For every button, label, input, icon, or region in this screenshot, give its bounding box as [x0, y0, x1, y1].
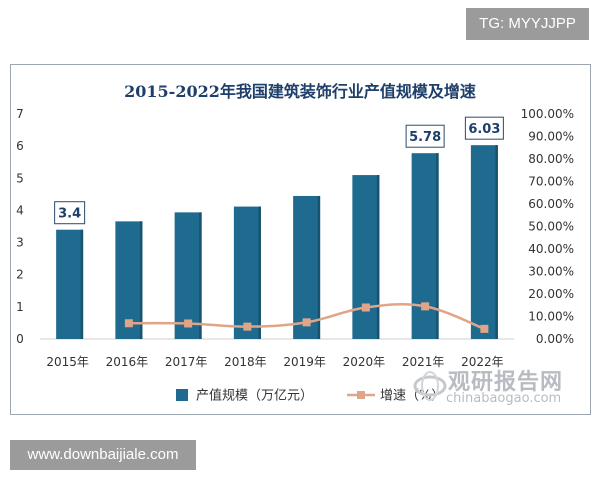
right-axis-tick-label: 90.00%	[528, 130, 574, 144]
x-axis-ticks: 2015年 2016年 2017年 2018年 2019年 2020年 2021年 2022年	[46, 355, 503, 369]
x-axis-tick-label: 2021年	[402, 355, 445, 369]
left-axis-tick-label: 6	[16, 139, 24, 153]
left-axis-tick-label: 7	[16, 107, 24, 121]
x-axis-tick-label: 2015年	[46, 355, 89, 369]
x-axis-tick-label: 2018年	[224, 355, 267, 369]
watermark: 观研报告网 chinabaogao.com	[412, 364, 572, 410]
right-axis-tick-label: 40.00%	[528, 242, 574, 256]
left-axis-tick-label: 2	[16, 268, 24, 282]
line-point	[124, 319, 133, 328]
right-axis-tick-label: 20.00%	[528, 287, 574, 301]
bar-shade	[436, 153, 439, 339]
bar	[233, 206, 261, 339]
right-axis-tick-label: 100.00%	[521, 107, 574, 121]
line-point	[361, 303, 370, 312]
x-axis-tick-label: 2020年	[343, 355, 386, 369]
x-axis-tick-label: 2019年	[283, 355, 326, 369]
data-label-box	[464, 116, 504, 140]
bar-shade	[199, 212, 202, 339]
right-axis-tick-label: 70.00%	[528, 175, 574, 189]
bar	[411, 153, 439, 339]
legend: 产值规模（万亿元） 增速（%）	[176, 388, 444, 404]
bar	[293, 195, 321, 339]
watermark-logo-icon	[413, 371, 447, 401]
line-point	[302, 318, 311, 327]
x-axis-tick-label: 2016年	[106, 355, 149, 369]
data-label: 6.03	[468, 122, 500, 137]
left-axis-tick-label: 3	[16, 236, 24, 250]
data-label: 3.4	[58, 207, 81, 222]
legend-line-swatch-marker	[357, 391, 365, 399]
data-labels: 3.4 5.78 6.03	[54, 116, 504, 225]
right-axis-tick-label: 30.00%	[528, 265, 574, 279]
left-axis-tick-label: 0	[16, 332, 24, 346]
x-axis-tick-label: 2022年	[461, 355, 504, 369]
x-axis-tick-label: 2017年	[165, 355, 208, 369]
right-axis-tick-label: 50.00%	[528, 220, 574, 234]
chart-title: 2015-2022年我国建筑装饰行业产值规模及增速	[124, 82, 476, 101]
legend-bar-swatch	[176, 389, 188, 401]
corner-tag: TG: MYYJJPP	[466, 8, 589, 40]
right-axis-tick-label: 10.00%	[528, 310, 574, 324]
line-series	[124, 302, 489, 333]
right-axis-ticks: 0.00% 10.00% 20.00% 30.00% 40.00% 50.00% 60.00…	[521, 107, 574, 346]
bar-series	[56, 145, 498, 339]
right-axis-tick-label: 80.00%	[528, 152, 574, 166]
bar-shade	[139, 221, 143, 339]
bar-shade	[317, 195, 321, 339]
bar	[174, 212, 202, 339]
watermark-title: 观研报告网	[448, 370, 564, 395]
bar-shade	[495, 145, 498, 339]
bottom-tag: www.downbaijiale.com	[10, 440, 196, 470]
watermark-subtitle: chinabaogao.com	[446, 391, 562, 406]
line-point	[243, 322, 252, 331]
bar-shade	[376, 175, 380, 339]
left-axis-tick-label: 4	[16, 203, 24, 217]
data-label-box	[405, 124, 445, 148]
line-point	[184, 319, 193, 328]
bar	[352, 175, 380, 339]
bar	[56, 229, 84, 339]
data-label: 5.78	[409, 130, 441, 145]
line-point	[480, 324, 489, 333]
left-axis-tick-label: 5	[16, 171, 24, 185]
bar-shade	[258, 206, 261, 339]
left-axis-tick-label: 1	[16, 300, 24, 314]
line-point	[421, 302, 430, 311]
data-label-box	[54, 201, 86, 225]
legend-bar-label: 产值规模（万亿元）	[196, 388, 313, 404]
right-axis-tick-label: 0.00%	[536, 332, 574, 346]
right-axis-tick-label: 60.00%	[528, 197, 574, 211]
bar	[470, 145, 498, 339]
left-axis-ticks: 0 1 2 3 4 5 6 7	[16, 107, 24, 346]
bar-shade	[80, 229, 84, 339]
